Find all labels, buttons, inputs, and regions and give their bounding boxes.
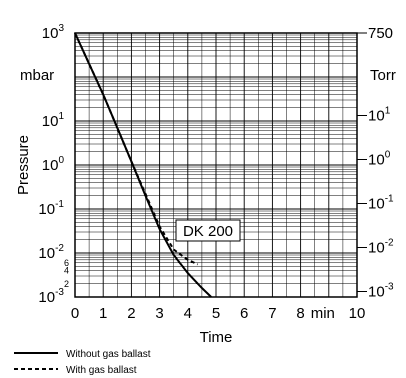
annotation-box [175,219,241,242]
left-unit-label: mbar [20,67,54,84]
legend-label: Without gas ballast [66,349,151,360]
y-axis-title: Pressure [15,135,32,195]
left-tick-label: 10-3 [38,287,64,306]
left-minor-tick-label: 2 [64,279,69,289]
left-tick-label: 10-1 [38,199,64,218]
legend: Without gas ballast With gas ballast [14,349,151,376]
series-line-with-gas-ballast [74,32,199,266]
right-tick-label: 10-2 [368,238,394,257]
x-tick-label: 1 [99,305,107,322]
x-tick-label: 10 [349,305,366,322]
left-tick-label: 10-2 [38,243,64,262]
x-tick-label: 4 [184,305,192,322]
x-tick-label: 7 [268,305,276,322]
x-unit-label: min [311,305,335,322]
x-tick-label: 6 [240,305,248,322]
annotation-dk200: DK 200 [175,219,241,242]
left-tick-label: 103 [42,23,65,42]
right-tick-label: 10-1 [368,194,394,213]
right-tick-label: 10-3 [368,282,394,301]
annotation-label: DK 200 [183,223,233,240]
right-unit-label: Torr [370,67,396,84]
x-tick-label: 8 [296,305,304,322]
plot-frame [74,32,358,298]
legend-label: With gas ballast [66,365,137,376]
right-tick-label: 750 [368,25,393,42]
x-tick-label: 3 [155,305,163,322]
grid-lines [74,32,358,298]
left-tick-label: 100 [42,155,65,174]
x-tick-label: 5 [212,305,220,322]
right-tick-label: 100 [368,150,391,169]
right-tick-label: 101 [368,106,391,125]
x-axis-title: Time [200,329,233,346]
x-tick-label: 0 [71,305,79,322]
left-tick-label: 101 [42,111,65,130]
x-tick-label: 2 [127,305,135,322]
left-minor-tick-label: 6 [64,258,69,268]
left-minor-tick-label: 4 [64,266,69,276]
